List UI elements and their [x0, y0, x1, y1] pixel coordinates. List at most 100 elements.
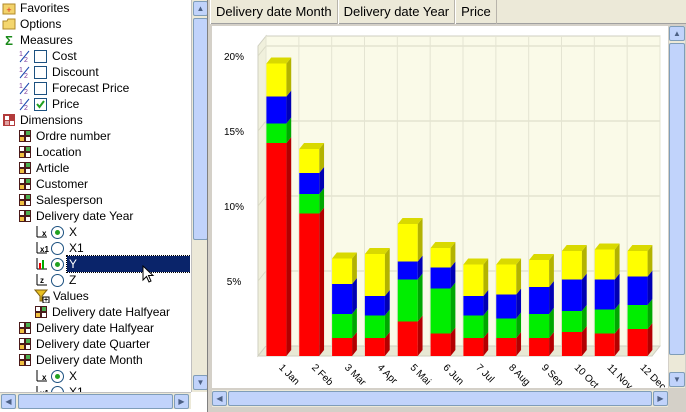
bar-segment[interactable]	[627, 305, 648, 329]
chart-vertical-scrollbar[interactable]: ▲ ▼	[669, 26, 685, 388]
scroll-up-button[interactable]: ▲	[669, 26, 685, 41]
measure-checkbox[interactable]	[34, 49, 47, 63]
bar-segment[interactable]	[299, 173, 320, 194]
tree-item-delivery-date-halfyear[interactable]: Delivery date Halfyear	[34, 304, 172, 320]
header-delivery-date-year[interactable]: Delivery date Year	[337, 0, 456, 24]
bar-segment[interactable]	[529, 287, 550, 314]
scroll-left-button[interactable]: ◀	[212, 391, 227, 406]
bar-segment[interactable]	[299, 194, 320, 214]
bar-segment[interactable]	[430, 248, 451, 268]
measure-checkbox[interactable]	[34, 97, 47, 111]
scroll-thumb[interactable]	[193, 18, 207, 240]
tree-item-price[interactable]: 1 2 Price	[18, 96, 81, 112]
axis-radio-button[interactable]	[51, 225, 64, 239]
bar-segment[interactable]	[463, 338, 484, 356]
bar-segment[interactable]	[364, 338, 385, 356]
tree-item-salesperson[interactable]: Salesperson	[18, 192, 105, 208]
bar-segment[interactable]	[529, 338, 550, 356]
bar-segment[interactable]	[627, 329, 648, 356]
bar-segment[interactable]	[561, 311, 582, 332]
chart-horizontal-scrollbar[interactable]: ◀ ▶	[212, 390, 668, 407]
bar-segment[interactable]	[266, 143, 287, 356]
bar-segment[interactable]	[594, 309, 615, 334]
bar-segment[interactable]	[561, 279, 582, 312]
bar-segment[interactable]	[266, 123, 287, 144]
bar-segment[interactable]	[299, 149, 320, 173]
tree-item-cost[interactable]: 1 2 Cost	[18, 48, 79, 64]
bar-segment[interactable]	[397, 321, 418, 357]
bar-segment[interactable]	[332, 338, 353, 356]
tree-item-ordre-number[interactable]: Ordre number	[18, 128, 113, 144]
bar-segment[interactable]	[496, 294, 517, 319]
tree-item-customer[interactable]: Customer	[18, 176, 90, 192]
tree-item-discount[interactable]: 1 2 Discount	[18, 64, 101, 80]
bar-segment[interactable]	[397, 279, 418, 322]
tree-item-forecast-price[interactable]: 1 2 Forecast Price	[18, 80, 131, 96]
scroll-right-button[interactable]: ▶	[653, 391, 668, 406]
bar-segment[interactable]	[332, 258, 353, 285]
bar-segment[interactable]	[463, 315, 484, 339]
scroll-right-button[interactable]: ▶	[174, 394, 189, 409]
bar-segment[interactable]	[332, 314, 353, 338]
bar-segment[interactable]	[594, 333, 615, 357]
tree-horizontal-scrollbar[interactable]: ◀ ▶	[0, 392, 191, 409]
bar-segment[interactable]	[529, 314, 550, 338]
scroll-left-button[interactable]: ◀	[1, 394, 16, 409]
bar-segment[interactable]	[594, 249, 615, 280]
scroll-thumb[interactable]	[669, 43, 685, 355]
bar-segment[interactable]	[529, 260, 550, 287]
bar-segment[interactable]	[397, 224, 418, 262]
axis-radio-button[interactable]	[51, 273, 64, 287]
tree-item-delivery-date-quarter[interactable]: Delivery date Quarter	[18, 336, 152, 352]
scroll-down-button[interactable]: ▼	[193, 375, 207, 390]
bar-segment[interactable]	[561, 332, 582, 356]
tree-item-measures[interactable]: Σ Measures	[2, 32, 75, 48]
bar-segment[interactable]	[397, 261, 418, 280]
tree-item-location[interactable]: Location	[18, 144, 83, 160]
header-price[interactable]: Price	[455, 0, 497, 24]
scroll-thumb[interactable]	[18, 394, 173, 409]
bar-segment[interactable]	[364, 315, 385, 339]
bar-segment[interactable]	[430, 288, 451, 334]
bar-segment[interactable]	[496, 338, 517, 356]
bar-segment[interactable]	[430, 267, 451, 289]
tree-item-y[interactable]: Y	[34, 255, 190, 273]
axis-radio-button[interactable]	[51, 257, 64, 271]
tree-item-article[interactable]: Article	[18, 160, 71, 176]
tree-item-delivery-date-halfyear[interactable]: Delivery date Halfyear	[18, 320, 156, 336]
bar-segment[interactable]	[299, 213, 320, 357]
scroll-down-button[interactable]: ▼	[669, 372, 685, 387]
header-delivery-date-month[interactable]: Delivery date Month	[210, 0, 338, 24]
measure-checkbox[interactable]	[34, 65, 47, 79]
axis-radio-button[interactable]	[51, 369, 64, 383]
bar-segment[interactable]	[364, 296, 385, 316]
tree-item-x1[interactable]: x1 X1	[34, 240, 86, 256]
bar-segment[interactable]	[266, 63, 287, 97]
bar-segment[interactable]	[463, 296, 484, 316]
bar-segment[interactable]	[332, 284, 353, 314]
bar-segment[interactable]	[266, 96, 287, 124]
scroll-up-button[interactable]: ▲	[193, 1, 207, 16]
bar-segment[interactable]	[496, 318, 517, 339]
axis-radio-button[interactable]	[51, 241, 64, 255]
measure-checkbox[interactable]	[34, 81, 47, 95]
bar-segment[interactable]	[627, 251, 648, 277]
bar-segment[interactable]	[496, 264, 517, 295]
bar-segment[interactable]	[463, 264, 484, 297]
bar-segment[interactable]	[364, 254, 385, 296]
tree-item-delivery-date-month[interactable]: Delivery date Month	[18, 352, 145, 368]
tree-item-values[interactable]: + Values	[33, 288, 91, 304]
bar-segment[interactable]	[430, 333, 451, 357]
tree-item-options[interactable]: Options	[2, 16, 63, 32]
bar-segment[interactable]	[561, 251, 582, 280]
bar-segment[interactable]	[594, 279, 615, 310]
tree-vertical-scrollbar[interactable]: ▲ ▼	[191, 0, 207, 392]
tree-item-dimensions[interactable]: Dimensions	[2, 112, 85, 128]
tree-item-x1[interactable]: x1 X1	[34, 384, 86, 392]
tree-item-delivery-date-year[interactable]: Delivery date Year	[18, 208, 135, 224]
scroll-thumb[interactable]	[228, 391, 652, 406]
tree-item-favorites[interactable]: + Favorites	[2, 0, 71, 16]
